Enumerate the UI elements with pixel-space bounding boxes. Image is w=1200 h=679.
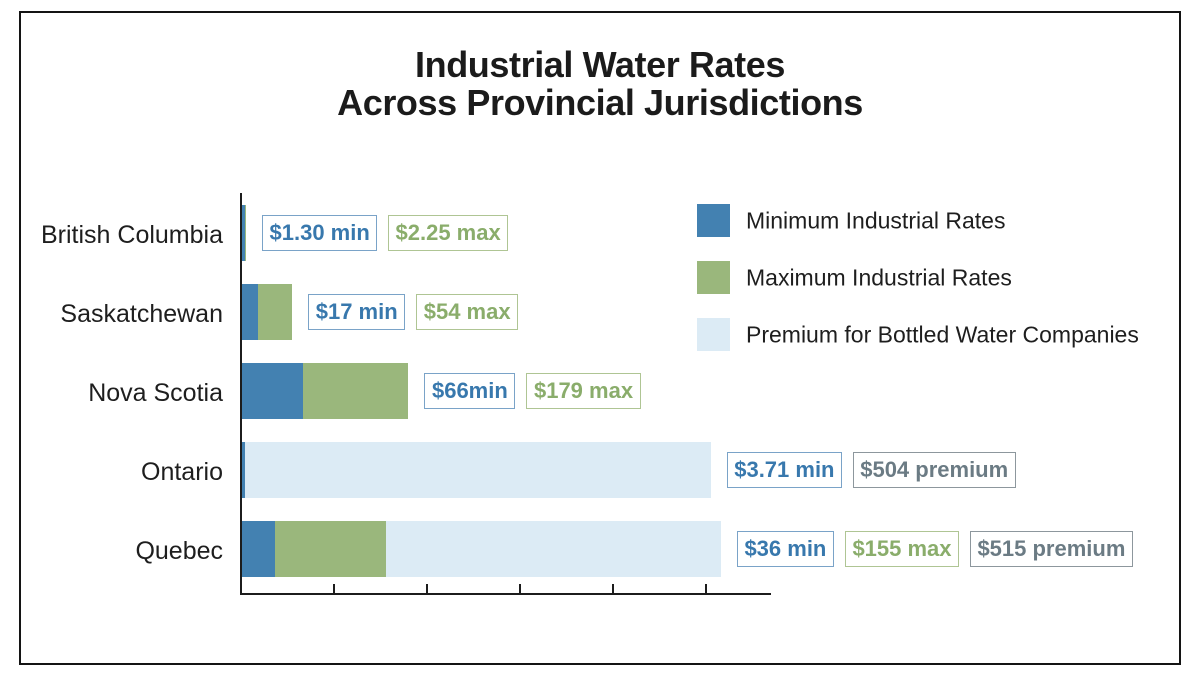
- value-box-min: $66min: [424, 373, 516, 409]
- x-axis-tick: [333, 584, 335, 593]
- x-axis-tick: [705, 584, 707, 593]
- value-box-min: $17 min: [308, 294, 406, 330]
- value-box-max: $155 max: [844, 531, 960, 567]
- legend-item-label: Minimum Industrial Rates: [746, 207, 1006, 233]
- bar-segment-min: [242, 442, 246, 498]
- value-box-premium: $515 premium: [969, 531, 1133, 567]
- bar-segment-min: [242, 521, 276, 577]
- x-axis-tick: [426, 584, 428, 593]
- bar-segment-premium: [386, 521, 721, 577]
- bar-segment-max: [275, 521, 387, 577]
- value-box-min: $36 min: [736, 531, 834, 567]
- bar-segment-min: [242, 205, 245, 261]
- chart-border-frame: [19, 11, 1181, 665]
- bar-segment-min: [242, 363, 304, 419]
- value-box-min: $3.71 min: [726, 452, 842, 488]
- category-label: Nova Scotia: [88, 379, 223, 407]
- x-axis-tick: [612, 584, 614, 593]
- category-label: British Columbia: [40, 221, 223, 249]
- value-box-max: $54 max: [416, 294, 519, 330]
- bar-segment-max: [303, 363, 409, 419]
- value-box-max: $179 max: [526, 373, 641, 409]
- legend-swatch-max_bar: [697, 261, 730, 294]
- legend-swatch-min_bar: [697, 204, 730, 237]
- legend-item-label: Premium for Bottled Water Companies: [746, 321, 1139, 347]
- bar-segment-premium: [245, 442, 711, 498]
- bar-segment-max: [257, 284, 293, 340]
- x-axis-tick: [519, 584, 521, 593]
- chart-title-line2: Across Provincial Jurisdictions: [337, 82, 863, 123]
- value-box-max: $2.25 max: [388, 215, 509, 251]
- bar-segment-max: [245, 205, 246, 261]
- chart-title-line1: Industrial Water Rates: [415, 44, 785, 85]
- bar-segment-min: [242, 284, 258, 340]
- y-axis-line: [240, 193, 242, 595]
- x-axis-line: [240, 593, 771, 595]
- legend-swatch-premium_bar: [697, 318, 730, 351]
- legend-item-label: Maximum Industrial Rates: [746, 264, 1012, 290]
- category-label: Quebec: [135, 537, 223, 565]
- category-label: Ontario: [141, 458, 223, 486]
- value-box-premium: $504 premium: [852, 452, 1016, 488]
- value-box-min: $1.30 min: [262, 215, 378, 251]
- category-label: Saskatchewan: [60, 300, 223, 328]
- chart-title: Industrial Water Rates Across Provincial…: [0, 46, 1200, 122]
